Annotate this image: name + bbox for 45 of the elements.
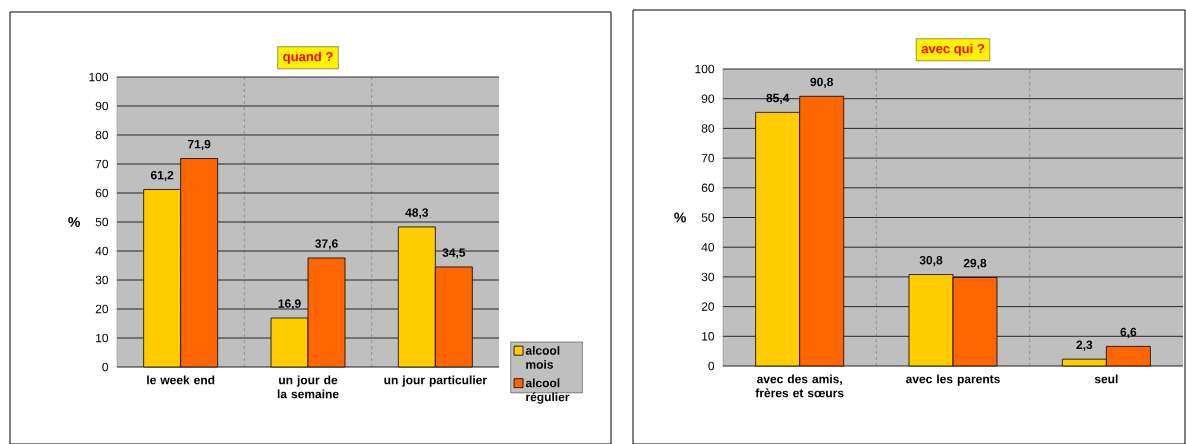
y-tick-label: 60: [95, 188, 109, 198]
chart-title: quand ?: [283, 51, 333, 64]
y-tick-label: 50: [701, 213, 715, 222]
y-tick-label: 20: [701, 302, 715, 311]
y-tick-label: 40: [701, 242, 715, 252]
data-label: 34,5: [442, 248, 466, 259]
y-tick-label: 20: [95, 304, 109, 314]
y-tick-label: 50: [95, 217, 109, 227]
y-axis-title: %: [68, 217, 80, 227]
data-label: 48,3: [405, 208, 429, 219]
data-label: 16,9: [278, 299, 301, 310]
y-tick-label: 10: [702, 332, 715, 341]
x-tick-label: seul: [1094, 374, 1118, 384]
data-label: 71,9: [188, 139, 211, 151]
y-tick-label: 10: [96, 333, 109, 343]
data-label: 37,6: [315, 239, 338, 250]
y-tick-label: 30: [701, 272, 715, 282]
data-label: 29,8: [963, 258, 987, 270]
y-tick-label: 40: [95, 246, 109, 256]
x-tick-label: avec les parents: [906, 374, 1000, 386]
data-label: 6,6: [1120, 327, 1137, 338]
y-tick-label: 60: [701, 183, 715, 193]
data-label: 61,2: [150, 170, 174, 182]
y-tick-label: 100: [695, 64, 715, 74]
legend-label: alcool mois: [525, 345, 560, 369]
y-tick-label: 80: [701, 124, 715, 133]
y-tick-label: 80: [95, 130, 109, 140]
x-tick-label: un jour particulier: [384, 375, 487, 387]
data-label: 90,8: [810, 77, 833, 88]
y-tick-label: 70: [701, 153, 715, 163]
x-tick-label: un jour de la semaine: [277, 375, 339, 399]
legend-label: alcool régulier: [525, 378, 570, 404]
y-tick-label: 90: [701, 94, 715, 103]
y-tick-label: 0: [708, 361, 715, 371]
y-tick-label: 30: [95, 275, 109, 285]
y-tick-label: 0: [102, 362, 109, 372]
y-tick-label: 70: [95, 159, 109, 169]
chart-title: avec qui ?: [921, 43, 985, 56]
x-tick-label: avec des amis, frères et sœurs: [755, 374, 844, 398]
data-label: 30,8: [919, 255, 943, 267]
x-tick-label: le week end: [147, 375, 215, 385]
y-tick-label: 100: [89, 72, 109, 82]
y-axis-title: %: [674, 212, 686, 223]
data-label: 2,3: [1076, 340, 1093, 351]
y-tick-label: 90: [95, 101, 109, 111]
